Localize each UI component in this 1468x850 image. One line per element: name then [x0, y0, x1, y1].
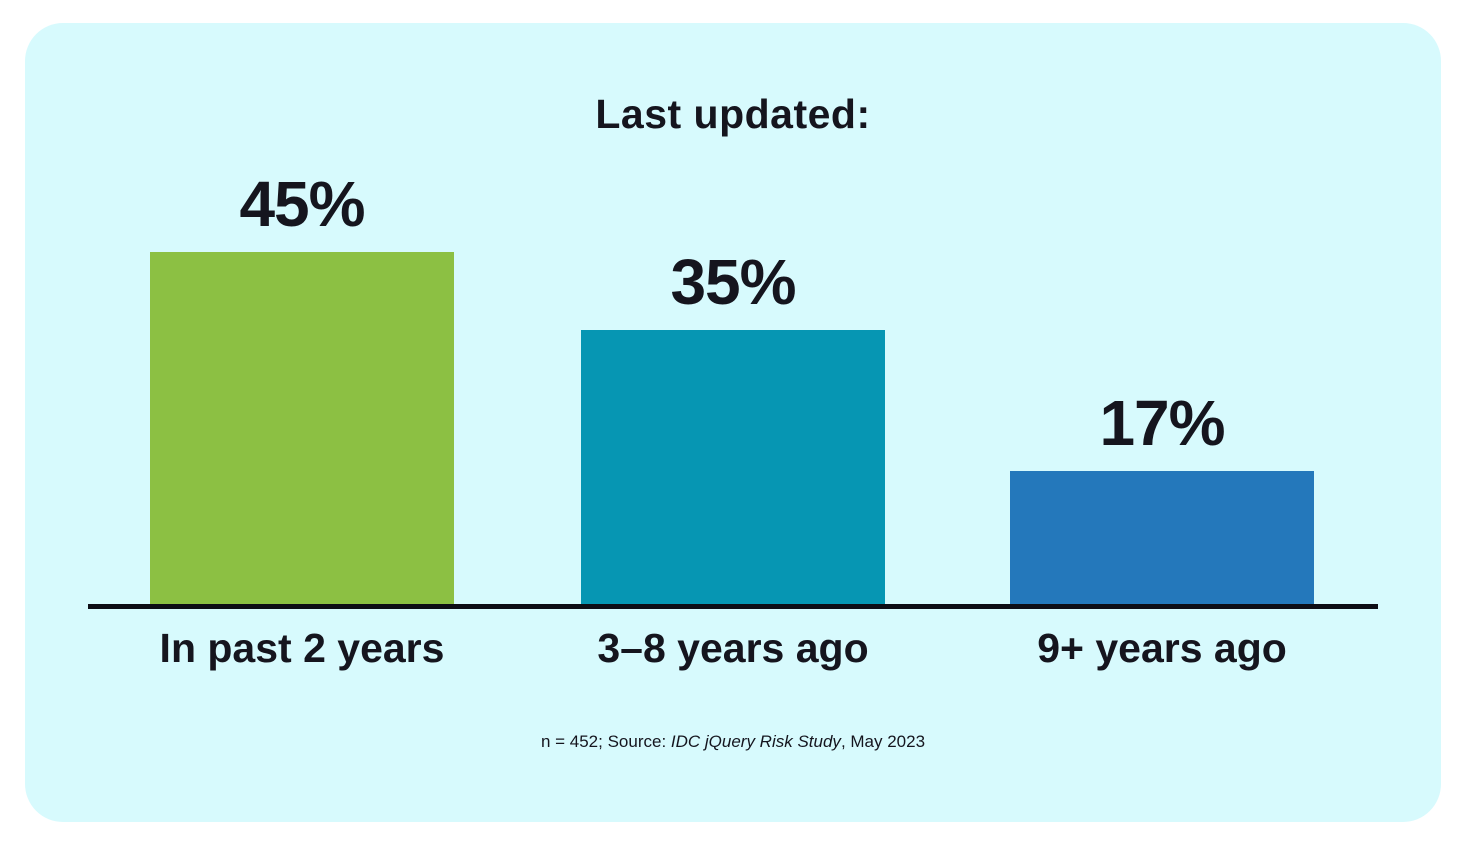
category-label-in-past-2-years: In past 2 years [159, 625, 445, 671]
bar-chart-plot-area: 45% 35% 17% In past 2 years 3–8 years ago 9+… [25, 23, 1441, 822]
bar-column-in-past-2-years: 45% [150, 23, 454, 604]
value-label-9-years-ago: 17% [1099, 387, 1225, 459]
source-note-study-name: IDC jQuery Risk Study [670, 732, 841, 751]
chart-title: Last updated: [595, 91, 871, 137]
value-label-3-8-years-ago: 35% [670, 246, 796, 318]
source-note-prefix: n = 452; Source: [540, 732, 671, 751]
bar-column-9-years-ago: 17% [1010, 23, 1314, 604]
bar-3-8-years-ago [581, 330, 885, 604]
bar-9-years-ago [1010, 471, 1314, 604]
x-axis-line [88, 604, 1378, 609]
chart-card: Last updated: 45% 35% 17% In past 2 years 3… [25, 23, 1441, 822]
source-note-suffix: , May 2023 [840, 732, 926, 751]
category-label-3-8-years-ago: 3–8 years ago [597, 625, 869, 671]
category-label-9-years-ago: 9+ years ago [1037, 625, 1287, 671]
bar-in-past-2-years [150, 252, 454, 604]
bar-column-3-8-years-ago: 35% [581, 23, 885, 604]
source-note: n = 452; Source: IDC jQuery Risk Study, … [25, 732, 1441, 752]
value-label-in-past-2-years: 45% [239, 168, 365, 240]
